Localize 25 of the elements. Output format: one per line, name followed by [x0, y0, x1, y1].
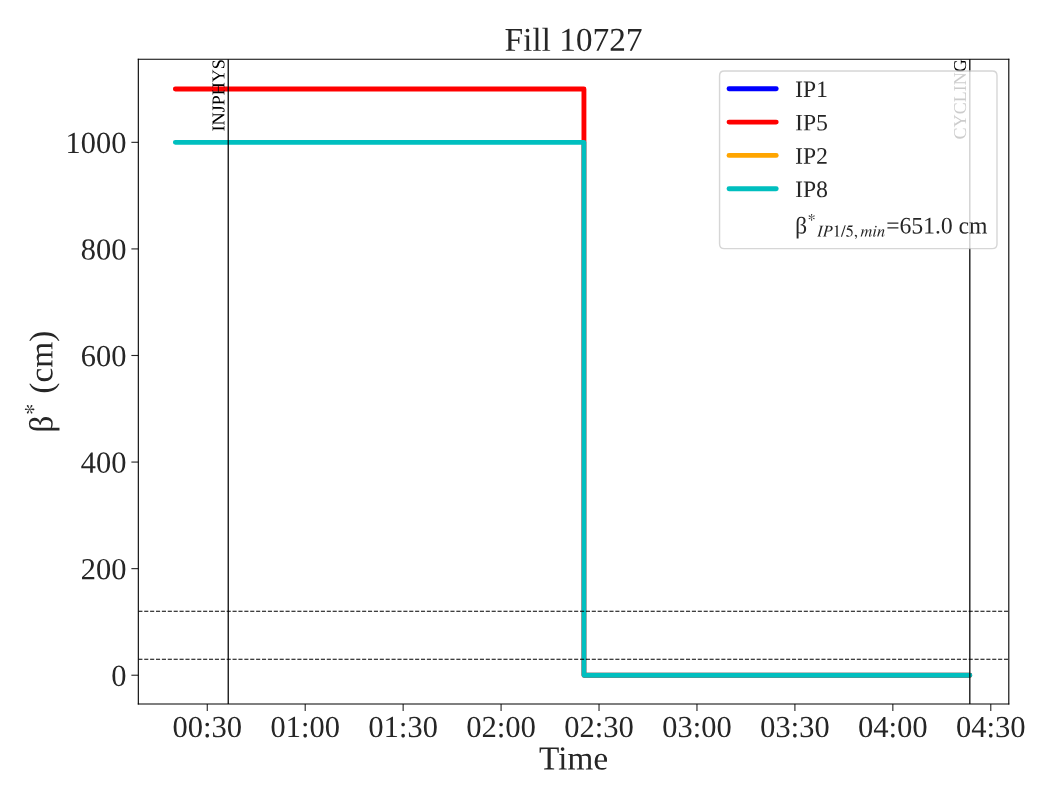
y-tick-label: 400	[81, 452, 126, 473]
y-tick-label: 200	[82, 558, 126, 580]
x-tick-label: 02:30	[565, 716, 633, 738]
legend-label: IP5	[795, 114, 827, 131]
ref-line-label: CYCLING	[954, 59, 967, 139]
x-tick-label: 04:30	[957, 716, 1025, 738]
x-tick-label: 03:30	[761, 716, 829, 738]
ref-line-label: INJPHYS	[212, 60, 225, 131]
y-tick-label: 600	[81, 345, 126, 367]
x-tick-label: 03:00	[663, 716, 731, 738]
x-tick-label: 04:00	[859, 716, 927, 738]
legend-label: IP1	[795, 81, 827, 97]
x-tick-label: 01:30	[369, 716, 437, 738]
y-tick-label: 0	[112, 665, 126, 687]
chart-title: Fill 10727	[505, 27, 642, 52]
y-axis-title: β$^{*}$ (cm)	[24, 332, 60, 431]
x-axis-title: Time	[539, 747, 607, 770]
x-tick-label: 01:00	[271, 716, 339, 738]
legend-label: IP8	[795, 181, 828, 198]
x-tick-label: 00:30	[173, 716, 241, 738]
x-tick-label: 02:00	[467, 716, 535, 738]
legend-label: IP2	[795, 148, 827, 164]
annotation: β$^{*}$$_{IP1/5,min}$=651.0 cm	[796, 213, 988, 239]
y-tick-label: 800	[81, 239, 126, 260]
y-tick-label: 1000	[68, 132, 126, 154]
